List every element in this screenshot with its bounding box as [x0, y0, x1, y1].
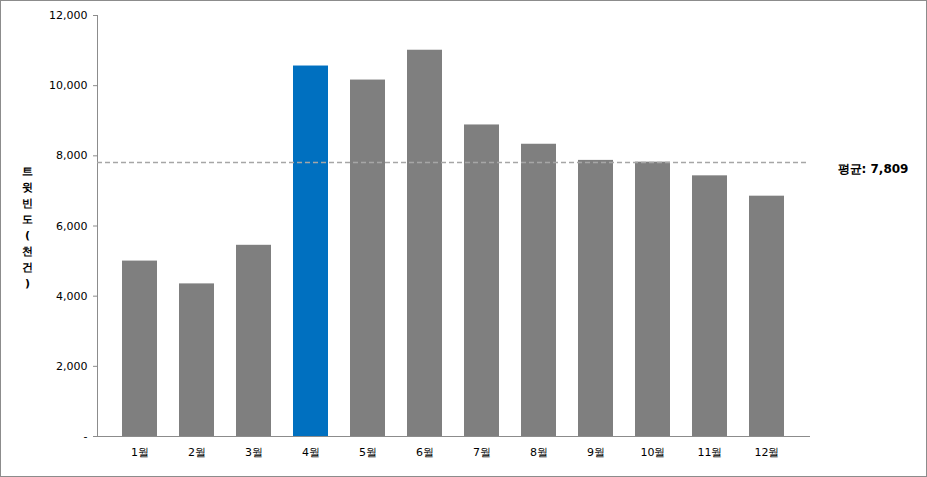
svg-text:트윗빈도(천건): 트윗빈도(천건): [22, 165, 33, 290]
svg-text:6월: 6월: [416, 446, 434, 459]
svg-text:8,000: 8,000: [56, 149, 88, 162]
svg-text:6,000: 6,000: [56, 220, 88, 233]
svg-text:4월: 4월: [302, 446, 320, 459]
svg-text:-: -: [84, 430, 88, 443]
svg-text:12월: 12월: [755, 446, 780, 459]
svg-text:2,000: 2,000: [56, 360, 88, 373]
svg-text:10,000: 10,000: [49, 79, 88, 92]
svg-text:12,000: 12,000: [49, 9, 88, 22]
svg-text:4,000: 4,000: [56, 290, 88, 303]
svg-text:9월: 9월: [587, 446, 605, 459]
svg-text:1월: 1월: [131, 446, 149, 459]
svg-text:7월: 7월: [473, 446, 491, 459]
svg-text:3월: 3월: [245, 446, 263, 459]
svg-text:평균: 7,809: 평균: 7,809: [838, 162, 909, 176]
svg-text:11월: 11월: [698, 446, 723, 459]
svg-text:5월: 5월: [359, 446, 377, 459]
svg-text:8월: 8월: [530, 446, 548, 459]
svg-text:2월: 2월: [188, 446, 206, 459]
svg-text:10월: 10월: [641, 446, 666, 459]
